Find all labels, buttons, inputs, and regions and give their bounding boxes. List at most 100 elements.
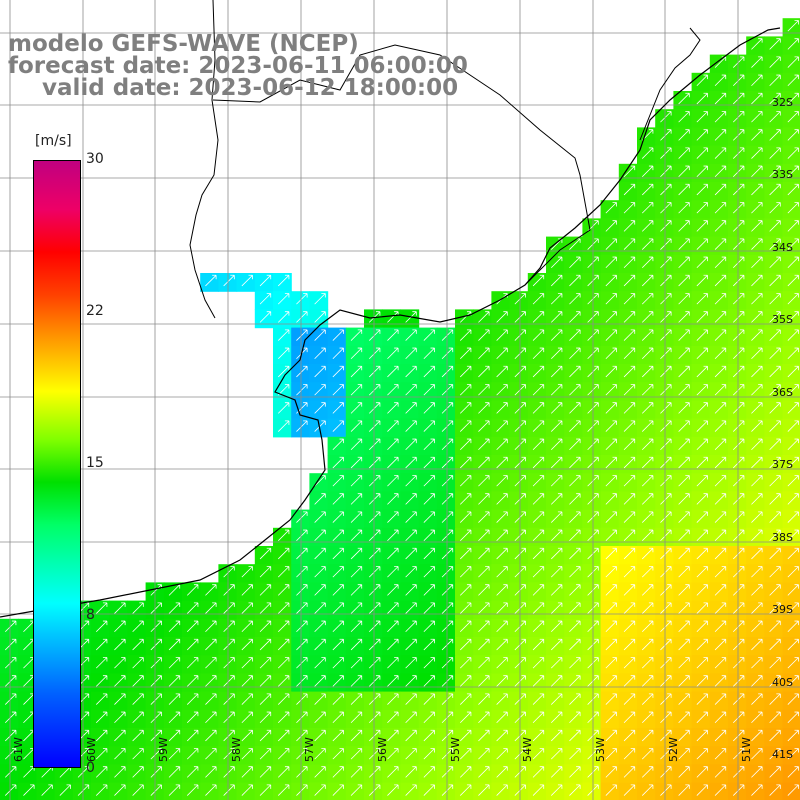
wind-arrow [787,147,799,159]
title-model: modelo GEFS-WAVE (NCEP) [8,31,359,57]
wind-arrow [241,657,253,669]
wind-arrow [569,566,581,578]
wind-cell [746,291,765,310]
wind-arrow [787,274,799,287]
wind-arrow [296,766,308,778]
wind-cell [400,491,420,511]
wind-arrow [714,511,727,523]
wind-arrow [787,711,799,724]
wind-cell [254,655,274,674]
wind-cell [0,655,19,674]
wind-arrow [150,602,162,614]
wind-arrow [186,748,199,760]
wind-arrow [696,784,708,796]
wind-cell [364,491,383,511]
lat-label: 34S [772,241,793,254]
wind-cell [163,673,183,693]
wind-cell [673,418,693,438]
wind-arrow [368,657,381,669]
wind-cell [18,728,37,747]
wind-cell [200,746,219,765]
wind-arrow [714,766,727,778]
wind-arrow [368,584,381,596]
wind-arrow [4,620,17,633]
wind-cell [546,564,565,583]
wind-cell [527,709,547,729]
wind-cell [0,618,19,638]
wind-cell [345,582,365,602]
wind-arrow [787,293,799,305]
wind-cell [564,364,583,383]
colorbar-tick-8: 8 [86,607,95,623]
wind-cell [764,582,784,602]
wind-cell [36,764,56,784]
wind-cell [582,382,602,401]
wind-cell [455,655,474,674]
wind-arrow [696,202,708,214]
wind-arrow [550,274,563,287]
wind-cell [309,673,329,693]
wind-arrow [678,165,690,178]
wind-cell [564,436,583,456]
wind-arrow [660,493,672,505]
wind-arrow [350,420,363,432]
wind-arrow [532,456,545,469]
wind-arrow [751,402,763,414]
wind-cell [418,345,438,365]
wind-cell [728,546,747,565]
wind-arrow [751,638,763,651]
wind-arrow [678,238,690,250]
wind-arrow [150,711,162,724]
wind-arrow [532,748,545,760]
wind-arrow [660,365,672,378]
wind-cell [473,655,492,674]
wind-arrow [114,620,126,633]
wind-arrow [769,402,781,414]
wind-cell [746,364,765,383]
wind-arrow [478,311,490,323]
wind-cell [382,564,401,583]
wind-cell [527,436,547,456]
wind-cell [728,746,747,765]
wind-arrow [569,638,581,651]
colorbar-tick-30: 30 [86,151,104,167]
wind-cell [72,764,92,784]
wind-cell [273,709,292,729]
wind-cell [364,436,383,456]
wind-cell [637,200,656,219]
wind-cell [455,473,474,492]
wind-arrow [532,365,545,378]
wind-arrow [259,311,272,323]
wind-arrow [569,584,581,596]
wind-arrow [696,529,708,542]
wind-arrow [569,784,581,796]
wind-arrow [478,475,490,487]
wind-arrow [769,347,781,360]
wind-cell [728,618,747,638]
wind-cell [254,637,274,656]
wind-cell [673,655,693,674]
wind-arrow [678,456,690,469]
wind-arrow [496,384,508,396]
wind-cell [546,600,565,620]
wind-arrow [350,438,363,451]
colorbar-unit-label: [m/s] [35,133,72,149]
wind-cell [455,327,474,347]
wind-arrow [550,311,563,323]
wind-arrow [732,347,745,360]
wind-arrow [678,420,690,432]
wind-cell [345,600,365,620]
wind-arrow [532,311,545,323]
wind-arrow [660,129,672,141]
wind-cell [546,473,565,492]
wind-cell [509,691,529,711]
wind-cell [691,218,711,238]
wind-cell [746,618,765,638]
wind-arrow [478,566,490,578]
wind-cell [345,637,365,656]
lon-label: 57W [303,737,316,762]
wind-cell [746,218,765,238]
wind-arrow [787,784,799,796]
wind-cell [345,709,365,729]
